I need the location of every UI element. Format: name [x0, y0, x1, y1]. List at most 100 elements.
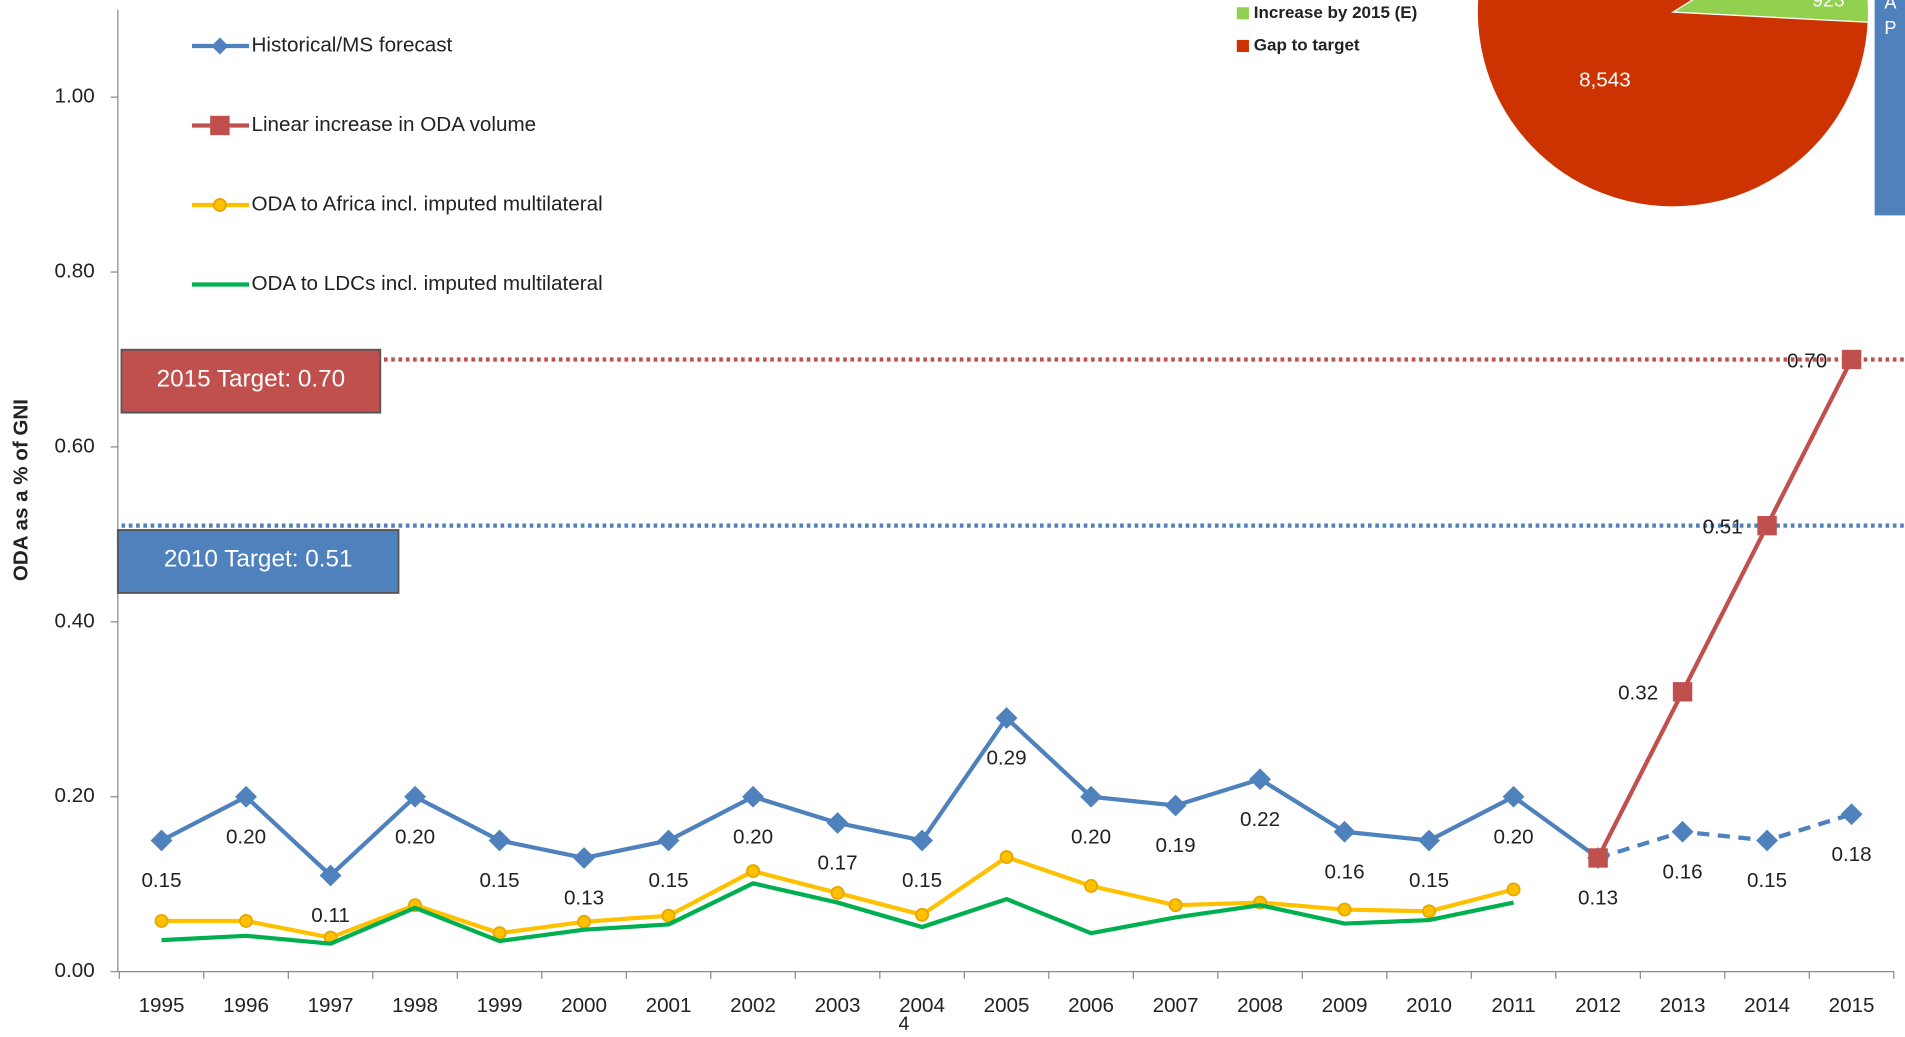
marker — [1422, 904, 1437, 919]
data-label: 0.17 — [817, 852, 857, 875]
x-tick-label: 2013 — [1660, 994, 1706, 1017]
data-label: 0.70 — [1787, 349, 1827, 372]
x-tick-label: 2001 — [646, 994, 692, 1017]
x-tick-label: 2007 — [1153, 994, 1199, 1017]
data-label: 0.20 — [1493, 825, 1533, 848]
reference-label-box — [116, 529, 400, 594]
marker — [1841, 349, 1862, 370]
pie-label: 923 — [1812, 0, 1844, 11]
marker — [995, 707, 1018, 729]
data-label: 0.51 — [1703, 516, 1743, 539]
marker — [1168, 898, 1183, 913]
marker — [915, 907, 930, 922]
y-tick-label: 0.80 — [55, 260, 95, 283]
x-tick-label: 2012 — [1575, 994, 1621, 1017]
x-tick-label: 2015 — [1829, 994, 1875, 1017]
marker — [826, 812, 849, 834]
x-tick-label: 2010 — [1406, 994, 1452, 1017]
marker — [661, 908, 676, 923]
marker — [746, 864, 761, 879]
data-label: 0.20 — [395, 825, 435, 848]
data-label: 0.20 — [733, 825, 773, 848]
data-label: 0.11 — [311, 904, 350, 927]
marker — [1337, 902, 1352, 917]
side-box-text: A — [1884, 0, 1897, 12]
x-tick-label: 1998 — [392, 994, 438, 1017]
x-tick-label: 2000 — [561, 994, 607, 1017]
legend-label: Historical/MS forecast — [251, 33, 452, 56]
data-label: 0.13 — [1578, 887, 1618, 910]
legend-label: Increase by 2015 (E) — [1254, 3, 1418, 22]
marker — [150, 829, 173, 852]
marker — [1418, 829, 1441, 852]
pie-label: 8,543 — [1579, 69, 1631, 92]
data-label: 0.19 — [1155, 834, 1195, 857]
marker — [1671, 820, 1694, 843]
data-label: 0.32 — [1618, 682, 1658, 705]
x-tick-label: 2014 — [1744, 994, 1790, 1017]
marker — [154, 913, 169, 928]
x-tick-label: 2009 — [1322, 994, 1368, 1017]
marker — [239, 913, 254, 928]
data-label: 0.15 — [479, 869, 519, 892]
data-label: 0.15 — [1747, 869, 1787, 892]
marker — [1757, 515, 1777, 536]
x-tick-label: 2006 — [1068, 994, 1114, 1017]
data-label: 0.15 — [141, 869, 181, 892]
x-tick-label: 2008 — [1237, 994, 1283, 1017]
legend-swatch — [1236, 7, 1249, 20]
pie-slice — [1670, 0, 1870, 23]
data-label: 0.13 — [564, 887, 604, 910]
data-label: 0.20 — [226, 825, 266, 848]
x-tick-label: 1996 — [223, 994, 269, 1017]
reference-label-box — [120, 348, 382, 414]
marker — [1249, 768, 1272, 791]
marker — [319, 864, 342, 887]
reference-label: 2010 Target: 0.51 — [164, 546, 353, 573]
marker — [742, 785, 764, 808]
x-tick-label: 2004 — [899, 994, 945, 1017]
marker — [1840, 803, 1863, 826]
side-box — [1874, 0, 1905, 216]
data-label: 0.16 — [1662, 860, 1702, 883]
marker — [830, 885, 845, 900]
y-axis-label: ODA as a % of GNI — [9, 399, 32, 581]
data-label: 0.16 — [1324, 860, 1364, 883]
pie-slice — [1476, 0, 1869, 208]
legend-marker — [210, 115, 230, 136]
data-label: 0.15 — [1409, 869, 1449, 892]
data-label: 0.29 — [986, 747, 1026, 770]
side-box-text: P — [1884, 18, 1896, 38]
legend-marker — [211, 37, 229, 55]
marker — [573, 847, 595, 869]
series-line — [160, 715, 1600, 878]
reference-label: 2015 Target: 0.70 — [157, 365, 346, 392]
data-label: 0.15 — [648, 869, 688, 892]
marker — [577, 914, 592, 929]
marker — [911, 829, 933, 852]
data-label: 0.20 — [1071, 825, 1111, 848]
marker — [999, 850, 1014, 865]
legend-label: ODA to Africa incl. imputed multilateral — [251, 192, 602, 215]
y-tick-label: 0.60 — [55, 434, 95, 457]
series-line — [161, 881, 1514, 946]
y-tick-label: 1.00 — [55, 85, 95, 108]
x-tick-label: 2002 — [730, 994, 776, 1017]
data-label: 0.18 — [1831, 843, 1871, 866]
data-label: 0.15 — [902, 869, 942, 892]
x-tick-label: 1997 — [308, 994, 354, 1017]
page-number: 4 — [899, 1013, 910, 1035]
marker — [1756, 829, 1779, 852]
marker — [1164, 794, 1187, 817]
legend-swatch — [1236, 39, 1249, 53]
legend-label: ODA to LDCs incl. imputed multilateral — [251, 272, 602, 295]
marker — [1084, 878, 1099, 893]
legend-marker — [212, 198, 227, 212]
marker — [1672, 682, 1693, 702]
y-tick-label: 0.40 — [55, 609, 95, 632]
y-tick-label: 0.00 — [55, 959, 95, 982]
legend-label: Gap to target — [1254, 35, 1360, 54]
x-tick-label: 2003 — [815, 994, 861, 1017]
data-label: 0.22 — [1240, 808, 1280, 831]
